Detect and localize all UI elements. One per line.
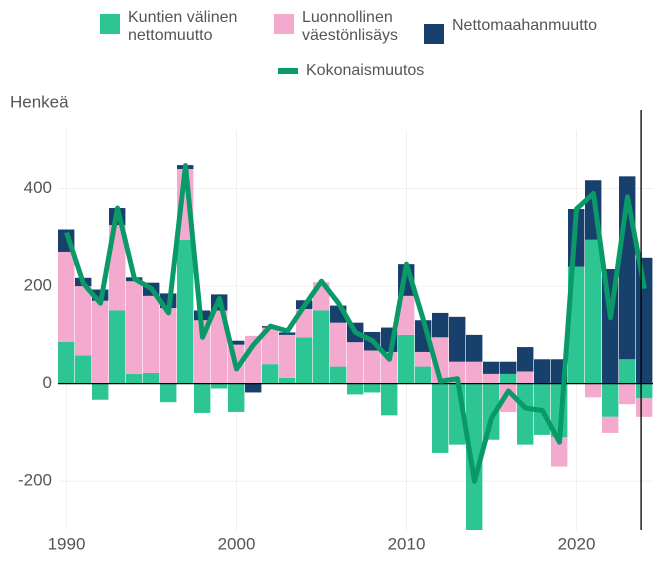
y-axis-label: Henkeä xyxy=(10,92,69,111)
legend-swatch xyxy=(100,14,120,34)
bar xyxy=(228,383,245,412)
bar xyxy=(364,350,381,384)
bar xyxy=(398,295,415,335)
bar xyxy=(432,312,449,338)
bar xyxy=(483,361,500,374)
bar xyxy=(228,340,245,345)
bar xyxy=(143,295,160,373)
legend-swatch xyxy=(274,14,294,34)
bar xyxy=(381,351,398,384)
bar xyxy=(466,334,483,362)
y-tick-label: 200 xyxy=(24,276,52,295)
bar xyxy=(449,316,466,362)
bar xyxy=(602,383,619,417)
bar xyxy=(398,334,415,384)
bar xyxy=(262,364,279,384)
bar xyxy=(500,361,517,374)
bar xyxy=(211,383,228,389)
bar xyxy=(330,322,347,367)
bar xyxy=(58,341,75,384)
bar xyxy=(313,310,330,384)
bar xyxy=(585,383,602,398)
bar xyxy=(75,355,92,384)
bar xyxy=(636,398,653,417)
bar xyxy=(279,332,296,335)
bar xyxy=(160,383,177,403)
bar xyxy=(160,308,177,384)
legend-label: Kuntien välinen nettomuutto xyxy=(128,9,237,44)
bar xyxy=(211,310,228,384)
bar xyxy=(466,383,483,530)
bar xyxy=(534,359,551,384)
bar xyxy=(109,310,126,384)
x-tick-label: 2000 xyxy=(218,534,256,553)
x-tick-label: 2020 xyxy=(558,534,596,553)
bar xyxy=(92,383,109,400)
legend-label: Nettomaahanmuutto xyxy=(452,17,597,34)
bar xyxy=(194,320,211,384)
bar xyxy=(126,373,143,384)
bar xyxy=(296,337,313,384)
bar xyxy=(347,342,364,384)
bar xyxy=(551,437,568,467)
bar xyxy=(245,383,262,393)
bar xyxy=(177,239,194,384)
bar xyxy=(619,383,636,405)
bar xyxy=(126,281,143,374)
bar xyxy=(500,383,517,412)
bar xyxy=(262,327,279,365)
bar xyxy=(143,372,160,384)
bar xyxy=(636,383,653,399)
bar xyxy=(585,239,602,384)
bar xyxy=(415,366,432,384)
legend-swatch xyxy=(278,68,298,74)
bar xyxy=(75,286,92,356)
bar xyxy=(92,300,109,384)
bar xyxy=(347,383,364,395)
bar xyxy=(602,416,619,433)
y-tick-label: -200 xyxy=(18,471,52,490)
line xyxy=(64,163,647,484)
bar xyxy=(415,351,432,367)
bar xyxy=(517,347,534,372)
x-tick-label: 1990 xyxy=(48,534,86,553)
bar xyxy=(619,359,636,384)
legend-swatch xyxy=(424,24,444,44)
bar xyxy=(636,257,653,384)
bar xyxy=(194,383,211,413)
legend-label: Kokonaismuutos xyxy=(306,62,424,79)
legend-label: Luonnollinen väestönlisäys xyxy=(302,9,398,44)
bar xyxy=(330,366,347,384)
bar xyxy=(381,383,398,416)
y-tick-label: 0 xyxy=(43,373,52,392)
bar xyxy=(58,251,75,342)
bar xyxy=(279,377,296,384)
bar xyxy=(279,334,296,378)
y-tick-label: 400 xyxy=(24,178,52,197)
bar xyxy=(432,383,449,453)
bar xyxy=(517,371,534,384)
bar xyxy=(466,361,483,384)
bar xyxy=(517,383,534,445)
x-tick-label: 2010 xyxy=(388,534,426,553)
bar xyxy=(483,373,500,384)
bar xyxy=(364,383,381,393)
bar xyxy=(500,373,517,384)
